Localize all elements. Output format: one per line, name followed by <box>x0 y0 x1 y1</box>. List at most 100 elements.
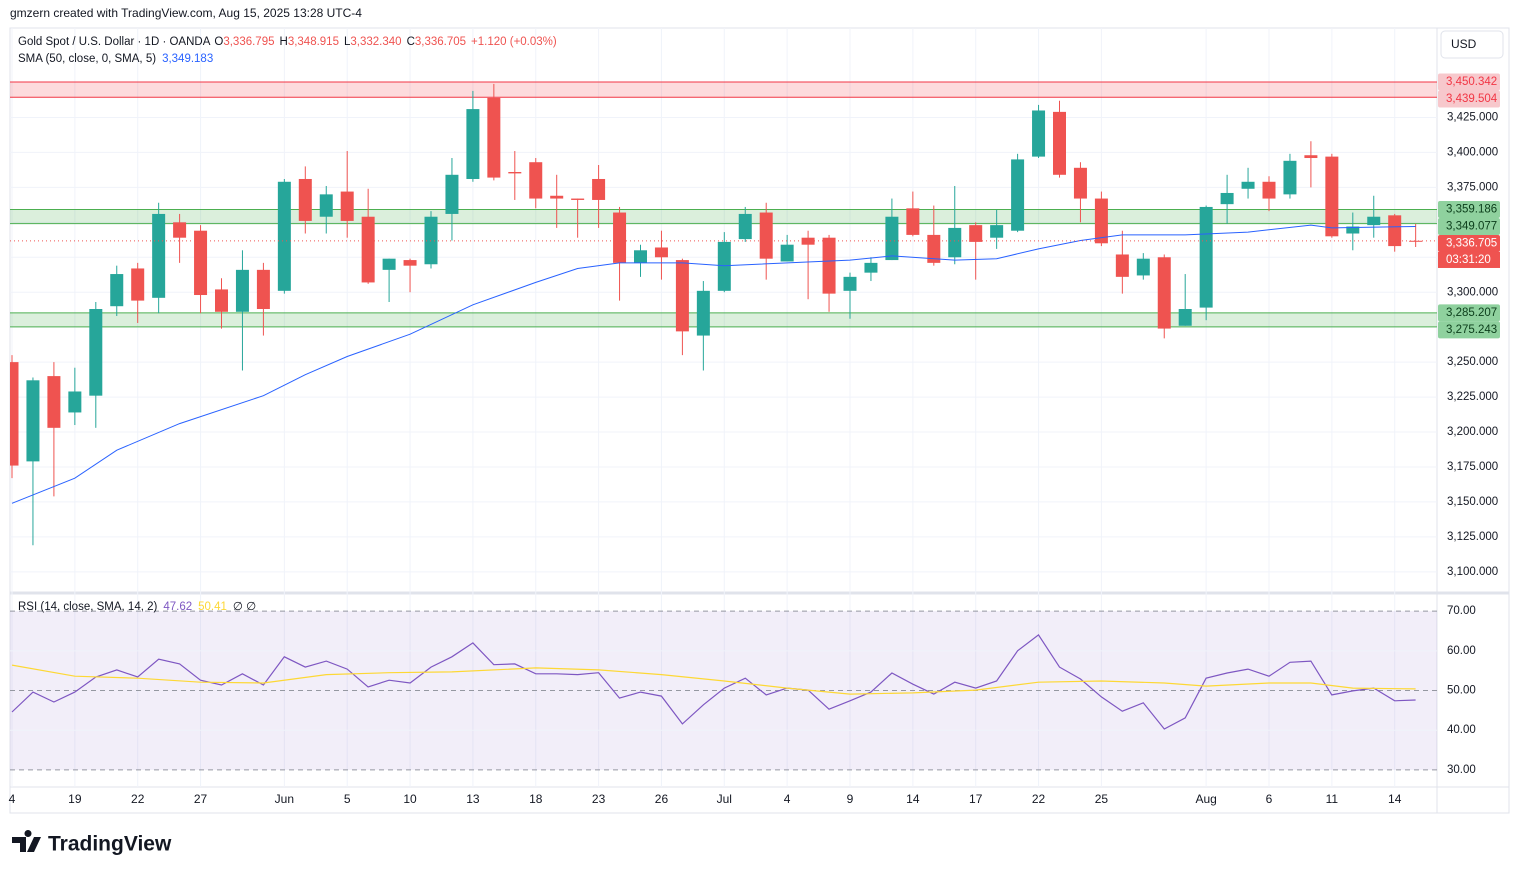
candle-body <box>68 391 82 413</box>
x-tick-label: Jun <box>275 792 294 806</box>
candle-body <box>696 290 710 336</box>
candle-body <box>592 178 606 200</box>
x-tick-label: 22 <box>1032 792 1046 806</box>
candle-body <box>194 230 208 296</box>
rsi-tick-label: 30.00 <box>1447 764 1476 776</box>
countdown-bg <box>1438 251 1500 268</box>
candle-body <box>801 237 815 245</box>
rsi-value: 47.62 <box>163 601 192 613</box>
price-label-bg <box>1438 200 1500 218</box>
y-tick-label: 3,225.000 <box>1447 391 1498 403</box>
sma-name: SMA (50, close, 0, SMA, 5) <box>18 53 156 65</box>
candle-body <box>10 362 19 466</box>
candle-body <box>1053 111 1066 175</box>
y-tick-label: 3,200.000 <box>1447 426 1498 438</box>
zone <box>10 209 1437 224</box>
price-label: 3,359.186 <box>1446 204 1497 216</box>
candle-body <box>1241 181 1255 189</box>
ohlc-key: O <box>214 36 223 48</box>
candle-body <box>717 241 731 291</box>
ohlc-key: L <box>344 36 351 48</box>
candle-body <box>864 262 878 273</box>
main-pane <box>10 81 1437 546</box>
candle-body <box>110 274 124 307</box>
candle-body <box>759 212 773 259</box>
price-label-bg <box>1438 321 1500 339</box>
candle-body <box>1367 216 1381 226</box>
x-tick-label: 9 <box>847 792 854 806</box>
price-label: 3,336.705 <box>1446 238 1497 250</box>
candle-body <box>571 198 585 200</box>
candle-body <box>906 208 920 235</box>
candle-body <box>1115 254 1129 277</box>
rsi-line <box>11 634 1416 730</box>
candle-body <box>948 227 962 258</box>
brand-logo: TradingView <box>12 830 172 856</box>
candle-body <box>1220 192 1234 205</box>
ohlc-value: 3,336.705 <box>415 36 466 48</box>
candle-body <box>256 269 270 309</box>
x-tick-label: 26 <box>655 792 669 806</box>
candle-body <box>529 162 543 199</box>
ohlc-key: H <box>280 36 288 48</box>
currency: USD <box>1451 37 1477 51</box>
x-tick-label: Jul <box>717 792 732 806</box>
x-tick-label: 17 <box>969 792 983 806</box>
rsi-tick-label: 70.00 <box>1447 605 1476 617</box>
zone <box>10 312 1437 327</box>
candle-body <box>47 376 61 428</box>
candle-body <box>487 97 501 178</box>
candle-body <box>215 289 228 312</box>
price-label: 3,275.243 <box>1446 324 1497 336</box>
sma-value: 3,349.183 <box>162 53 213 65</box>
legend: Gold Spot / U.S. Dollar · 1D · OANDA O 3,3… <box>18 36 557 613</box>
x-tick-label: 11 <box>1326 792 1339 806</box>
price-label-bg <box>1438 90 1500 108</box>
candle-body <box>675 260 689 332</box>
rsi-value: 50.41 <box>198 601 227 613</box>
y-tick-label: 3,400.000 <box>1447 146 1498 158</box>
candle-body <box>1094 198 1108 244</box>
candle-body <box>885 216 899 261</box>
price-label-bg <box>1438 217 1500 235</box>
candle-body <box>1136 258 1150 276</box>
rsi-flags: ∅ ∅ <box>233 601 256 613</box>
ohlc-value: 3,336.795 <box>223 36 274 48</box>
y-tick-label: 3,125.000 <box>1447 531 1498 543</box>
candle-body <box>1199 206 1213 308</box>
candle-body <box>1409 240 1423 242</box>
x-tick-label: 6 <box>1266 792 1273 806</box>
price-label: 3,450.342 <box>1446 76 1497 88</box>
y-tick-label: 3,150.000 <box>1447 496 1498 508</box>
x-tick-label: 22 <box>131 792 145 806</box>
y-tick-label: 3,425.000 <box>1447 112 1498 124</box>
price-label: 3,349.077 <box>1446 221 1497 233</box>
rsi-tick-label: 60.00 <box>1447 645 1476 657</box>
symbol-title: Gold Spot / U.S. Dollar · 1D · OANDA <box>18 36 211 48</box>
candle-body <box>382 258 396 270</box>
y-tick-label: 3,175.000 <box>1447 461 1498 473</box>
currency-button[interactable] <box>1440 30 1504 59</box>
candle-body <box>843 276 857 291</box>
x-tick-label: 23 <box>592 792 606 806</box>
x-tick-label: 5 <box>344 792 351 806</box>
candle-body <box>822 237 836 294</box>
candle-body <box>508 171 522 174</box>
candle-body <box>1178 309 1192 326</box>
y-tick-label: 3,300.000 <box>1447 286 1498 298</box>
ohlc-value: +1.120 (+0.03%) <box>471 36 557 48</box>
rsi-title: RSI (14, close, SMA, 14, 2) <box>18 601 158 613</box>
y-tick-label: 3,100.000 <box>1447 566 1498 578</box>
x-tick-label: 13 <box>466 792 480 806</box>
candle-body <box>173 222 187 238</box>
zone <box>10 82 1437 98</box>
price-label-bg <box>1438 234 1500 252</box>
candle-body <box>634 250 647 263</box>
candle-body <box>1011 159 1025 231</box>
candle-body <box>1283 160 1297 195</box>
rsi-tick-label: 40.00 <box>1447 724 1476 736</box>
candle-body <box>969 225 983 242</box>
candle-body <box>1073 167 1087 199</box>
candle-body <box>298 178 312 221</box>
